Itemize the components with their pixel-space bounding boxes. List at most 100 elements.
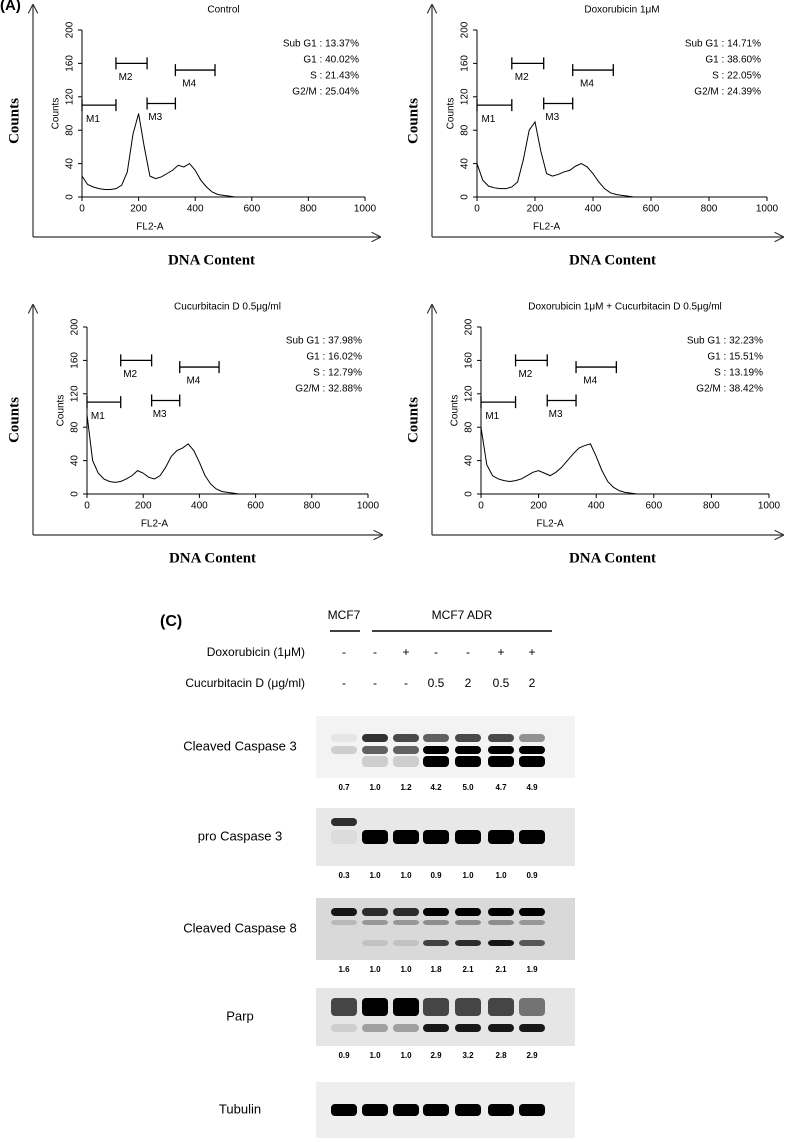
band	[519, 940, 545, 946]
lane-symbol: 0.5	[428, 676, 445, 690]
quantification: 1.0	[400, 1051, 412, 1060]
band	[455, 908, 481, 916]
gate-marker	[575, 361, 618, 374]
band	[393, 734, 419, 742]
gate-label: M2	[119, 72, 133, 83]
band	[488, 746, 514, 754]
x-tick-label: 800	[300, 204, 317, 215]
x-tick-label: 1000	[756, 204, 779, 215]
x-tick-label: 400	[588, 501, 605, 512]
quantification: 2.9	[430, 1051, 442, 1060]
band	[362, 756, 388, 767]
outer-y-label: Counts	[405, 397, 421, 443]
quantification: 4.7	[495, 783, 507, 792]
gate-label: M3	[148, 112, 162, 123]
outer-y-label: Counts	[6, 397, 22, 443]
gate-marker	[476, 99, 513, 112]
gate-marker	[511, 57, 545, 70]
y-tick-label: 40	[464, 455, 475, 467]
quantification: 1.0	[369, 783, 381, 792]
band	[362, 940, 388, 946]
band	[393, 1104, 419, 1116]
band	[362, 920, 388, 925]
band	[519, 734, 545, 742]
band	[423, 1104, 449, 1116]
band	[519, 756, 545, 767]
gate-marker	[150, 394, 181, 407]
band	[362, 734, 388, 742]
band	[393, 908, 419, 916]
panel-label: (A)	[0, 0, 21, 14]
stat: Sub G1 : 32.23%	[687, 336, 763, 347]
band	[488, 1024, 514, 1032]
histogram-line	[480, 427, 643, 495]
quantification: 1.0	[495, 871, 507, 880]
x-tick-label: 600	[643, 204, 660, 215]
band	[362, 998, 388, 1016]
lane-symbol: +	[402, 645, 409, 659]
band	[519, 1104, 545, 1116]
y-tick-label: 120	[65, 88, 76, 105]
gate-label: M1	[481, 114, 495, 125]
y-tick-label: 0	[70, 491, 81, 497]
x-tick-label: 400	[191, 501, 208, 512]
y-tick-label: 0	[65, 194, 76, 200]
outer-y-label: Counts	[6, 98, 22, 144]
x-tick-label: 0	[79, 204, 85, 215]
x-tick-label: 200	[130, 204, 147, 215]
band	[423, 830, 449, 844]
stat: Sub G1 : 14.71%	[685, 39, 761, 50]
band	[488, 756, 514, 767]
band	[455, 734, 481, 742]
band	[423, 998, 449, 1016]
band	[488, 1104, 514, 1116]
lane-symbol: +	[528, 645, 535, 659]
blot-label: Cleaved Caspase 8	[183, 920, 296, 935]
gate-label: M3	[549, 409, 563, 420]
gate-label: M4	[182, 79, 196, 90]
x-tick-label: 400	[585, 204, 602, 215]
band	[423, 908, 449, 916]
gate-marker	[514, 354, 548, 367]
stat: S : 12.79%	[313, 368, 362, 379]
band	[331, 1104, 357, 1116]
gate-label: M2	[515, 72, 529, 83]
band	[362, 1104, 388, 1116]
x-tick-label: 200	[527, 204, 544, 215]
band	[393, 830, 419, 844]
y-label: Counts	[56, 395, 67, 427]
stat: S : 13.19%	[714, 368, 763, 379]
gate-marker	[572, 64, 614, 77]
lane-symbol: 2	[465, 676, 472, 690]
lane-symbol: -	[466, 645, 470, 659]
lane-symbol: +	[497, 645, 504, 659]
y-tick-label: 160	[464, 352, 475, 369]
band	[455, 920, 481, 925]
y-tick-label: 200	[464, 318, 475, 335]
y-tick-label: 80	[65, 124, 76, 136]
band	[455, 998, 481, 1016]
x-label: FL2-A	[141, 519, 169, 530]
lane-symbol: -	[373, 645, 377, 659]
band	[455, 746, 481, 754]
treatment-label: Cucurbitacin D (μg/ml)	[185, 676, 305, 690]
quantification: 3.2	[462, 1051, 474, 1060]
quantification: 0.7	[338, 783, 350, 792]
stat: G2/M : 25.04%	[292, 87, 359, 98]
x-label: FL2-A	[533, 222, 561, 233]
x-tick-label: 400	[187, 204, 204, 215]
band	[519, 746, 545, 754]
quantification: 1.0	[369, 1051, 381, 1060]
lane-symbol: -	[342, 645, 346, 659]
stat: S : 22.05%	[712, 71, 761, 82]
x-tick-label: 1000	[758, 501, 781, 512]
quantification: 1.0	[400, 871, 412, 880]
blot-label: Parp	[226, 1008, 253, 1023]
y-tick-label: 160	[70, 352, 81, 369]
y-tick-label: 40	[70, 455, 81, 467]
stat: G1 : 40.02%	[303, 55, 359, 66]
gate-label: M1	[91, 411, 105, 422]
y-tick-label: 200	[70, 318, 81, 335]
stat: G2/M : 32.88%	[295, 384, 362, 395]
